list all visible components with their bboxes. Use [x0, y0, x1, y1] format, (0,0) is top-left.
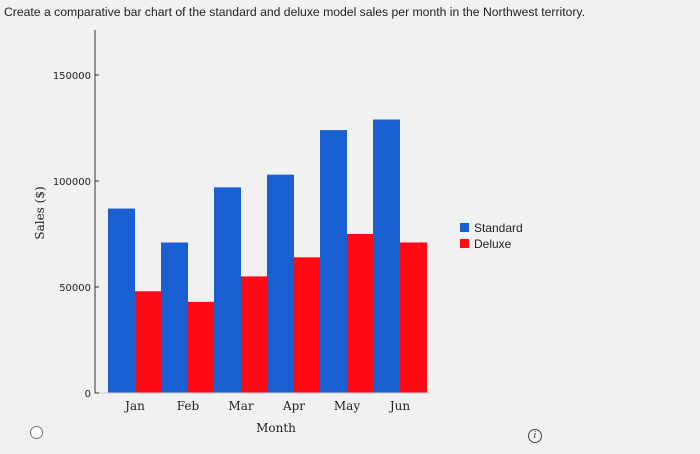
y-axis-label: Sales ($)	[33, 186, 47, 239]
y-tick-label: 100000	[53, 177, 91, 188]
bar-deluxe-jan	[135, 291, 162, 393]
legend-swatch-standard	[460, 223, 469, 232]
legend: Standard Deluxe	[460, 221, 523, 251]
x-tick-label: Jun	[388, 399, 411, 413]
question-text: Create a comparative bar chart of the st…	[4, 5, 586, 19]
x-tick-label: Feb	[177, 399, 200, 413]
y-tick-label: 50000	[59, 283, 91, 294]
bars-group	[108, 119, 427, 394]
bar-deluxe-may	[347, 234, 374, 393]
bar-standard-apr	[267, 174, 294, 393]
legend-label-deluxe: Deluxe	[474, 237, 512, 251]
bar-standard-may	[320, 130, 347, 393]
radio-button-icon[interactable]	[30, 426, 43, 439]
info-icon[interactable]: i	[528, 429, 542, 443]
bar-standard-feb	[161, 242, 188, 393]
legend-label-standard: Standard	[474, 221, 523, 235]
bar-deluxe-apr	[294, 257, 321, 393]
y-tick-label: 0	[85, 389, 91, 400]
y-tick-label: 150000	[53, 71, 91, 82]
legend-swatch-deluxe	[460, 239, 469, 248]
y-ticks-group: 0 50000 100000 150000	[53, 71, 99, 400]
x-axis-label: Month	[256, 421, 296, 435]
bar-standard-jan	[108, 208, 135, 393]
x-tick-label: Mar	[228, 399, 253, 413]
bar-deluxe-mar	[241, 276, 268, 393]
x-tick-label: Jan	[123, 399, 145, 413]
bar-deluxe-jun	[400, 242, 427, 393]
x-tick-label: May	[334, 399, 360, 413]
bar-standard-mar	[214, 187, 241, 393]
x-tick-label: Apr	[282, 399, 305, 413]
x-ticks-group: Jan Feb Mar Apr May Jun	[123, 399, 410, 413]
bar-deluxe-feb	[188, 301, 215, 393]
bar-standard-jun	[373, 119, 400, 394]
